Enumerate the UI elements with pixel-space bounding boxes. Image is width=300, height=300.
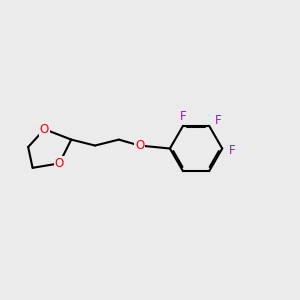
Text: F: F	[228, 144, 235, 158]
Text: F: F	[215, 114, 221, 127]
Text: O: O	[55, 157, 64, 170]
Text: O: O	[40, 123, 49, 136]
Text: F: F	[180, 110, 187, 123]
Text: O: O	[135, 139, 144, 152]
